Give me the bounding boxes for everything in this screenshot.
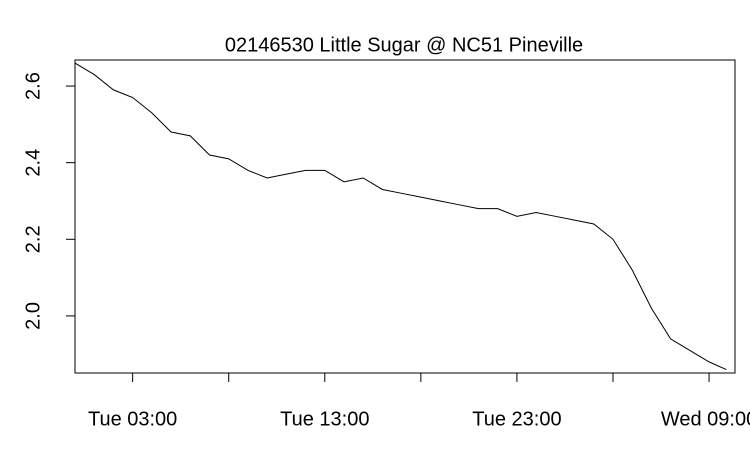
x-tick-label: Wed 09:00 <box>661 408 750 430</box>
x-tick-label: Tue 03:00 <box>88 408 177 430</box>
x-tick-label: Tue 13:00 <box>280 408 369 430</box>
y-tick-label: 2.2 <box>22 225 44 253</box>
plot-frame <box>74 59 736 374</box>
data-line <box>74 62 727 371</box>
y-tick-label: 2.6 <box>22 72 44 100</box>
chart-title: 02146530 Little Sugar @ NC51 Pineville <box>225 34 583 56</box>
y-tick-label: 2.4 <box>22 149 44 177</box>
y-tick-label: 2.0 <box>22 302 44 330</box>
x-tick-label: Tue 23:00 <box>472 408 561 430</box>
